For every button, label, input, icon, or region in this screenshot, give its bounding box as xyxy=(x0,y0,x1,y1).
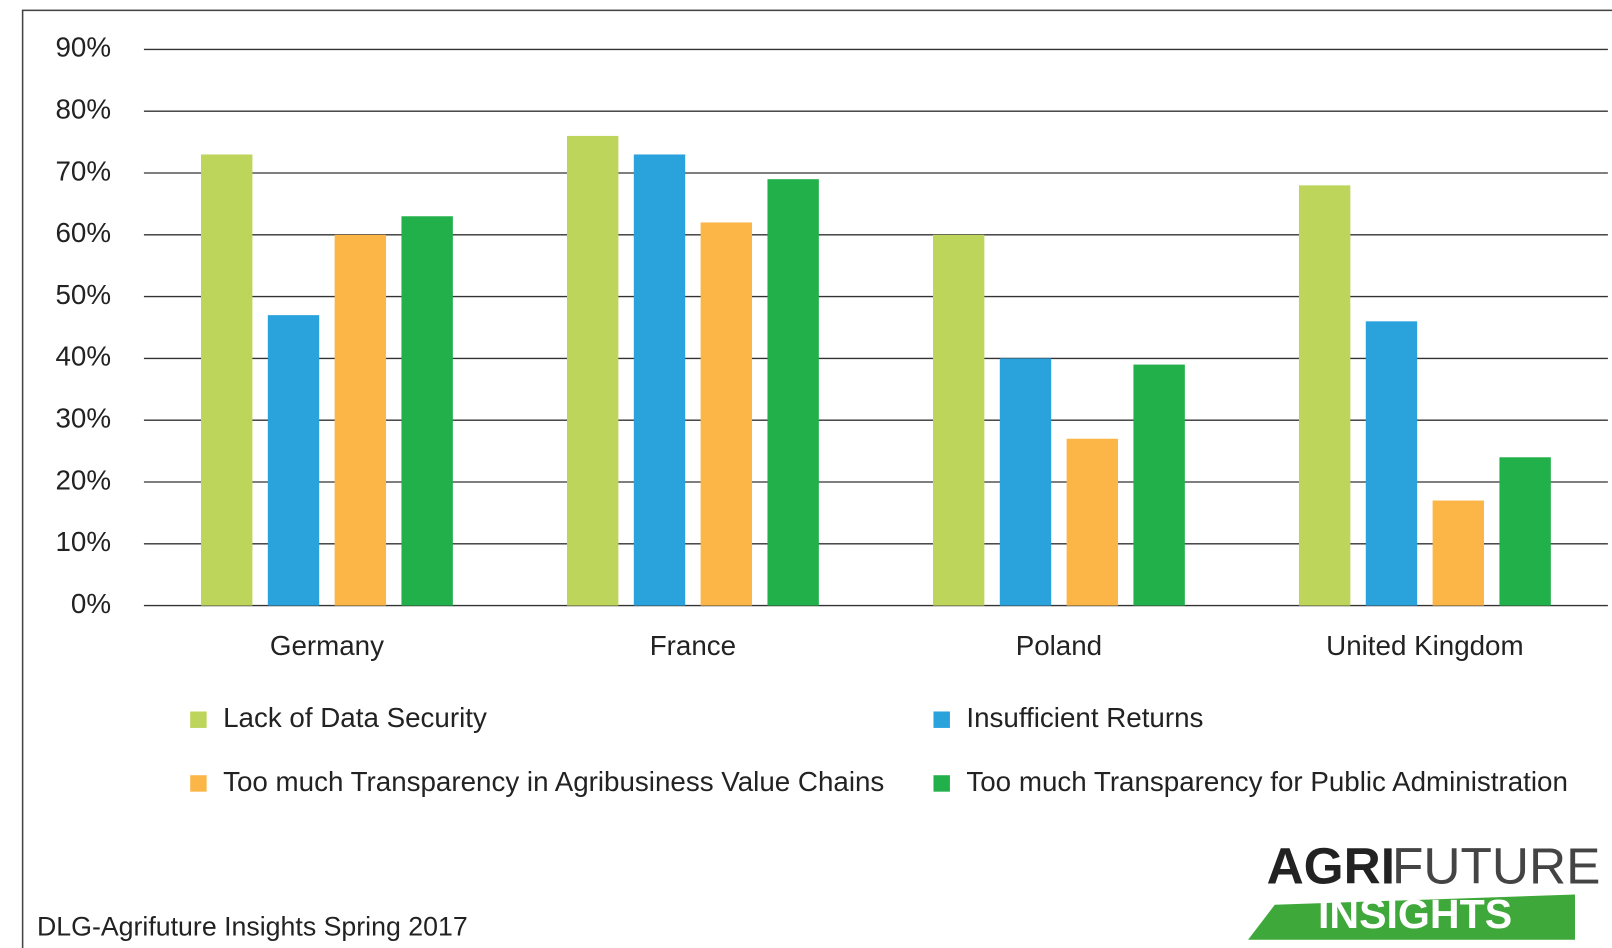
bar xyxy=(633,154,686,606)
bar xyxy=(1499,457,1551,606)
bar xyxy=(267,315,320,606)
legend-label: Too much Transparency for Public Adminis… xyxy=(966,766,1568,797)
logo-agri: AGRI xyxy=(1267,836,1395,894)
legend-swatch xyxy=(190,775,207,792)
y-tick-label: 10% xyxy=(55,526,111,557)
y-tick-label: 20% xyxy=(55,464,111,495)
legend-swatch xyxy=(933,711,950,728)
x-tick-label: United Kingdom xyxy=(1326,630,1523,661)
y-tick-label: 0% xyxy=(71,588,111,619)
y-tick-label: 40% xyxy=(55,341,111,372)
y-tick-label: 30% xyxy=(55,403,111,434)
x-tick-label: Germany xyxy=(270,630,384,661)
y-tick-label: 80% xyxy=(55,94,111,125)
legend-swatch xyxy=(933,775,950,792)
bar xyxy=(767,179,819,606)
logo-insights: INSIGHTS xyxy=(1318,891,1512,937)
logo: AGRI FUTURE INSIGHTS xyxy=(1248,836,1600,940)
bar xyxy=(999,358,1052,606)
y-tick-label: 60% xyxy=(55,217,111,248)
y-tick-label: 90% xyxy=(55,32,111,63)
bar xyxy=(1365,321,1418,606)
legend-label: Lack of Data Security xyxy=(223,702,487,733)
logo-future: FUTURE xyxy=(1392,836,1600,894)
bar xyxy=(566,135,619,606)
bar xyxy=(1432,500,1485,606)
legend-label: Too much Transparency in Agribusiness Va… xyxy=(223,766,884,797)
bar xyxy=(334,234,387,606)
x-tick-label: Poland xyxy=(1016,630,1102,661)
bar xyxy=(1066,438,1119,606)
y-tick-label: 50% xyxy=(55,279,111,310)
legend-swatch xyxy=(190,711,207,728)
legend-label: Insufficient Returns xyxy=(966,702,1203,733)
logo-band xyxy=(1248,894,1575,940)
source: DLG-Agrifuture Insights Spring 2017 xyxy=(37,911,468,941)
bar xyxy=(1133,364,1185,606)
bar xyxy=(1298,185,1351,606)
y-tick-label: 70% xyxy=(55,155,111,186)
bar xyxy=(200,154,253,606)
bar xyxy=(932,234,985,606)
bar xyxy=(700,222,753,606)
frame xyxy=(21,9,1612,948)
bar xyxy=(401,216,453,606)
x-tick-label: France xyxy=(650,630,736,661)
